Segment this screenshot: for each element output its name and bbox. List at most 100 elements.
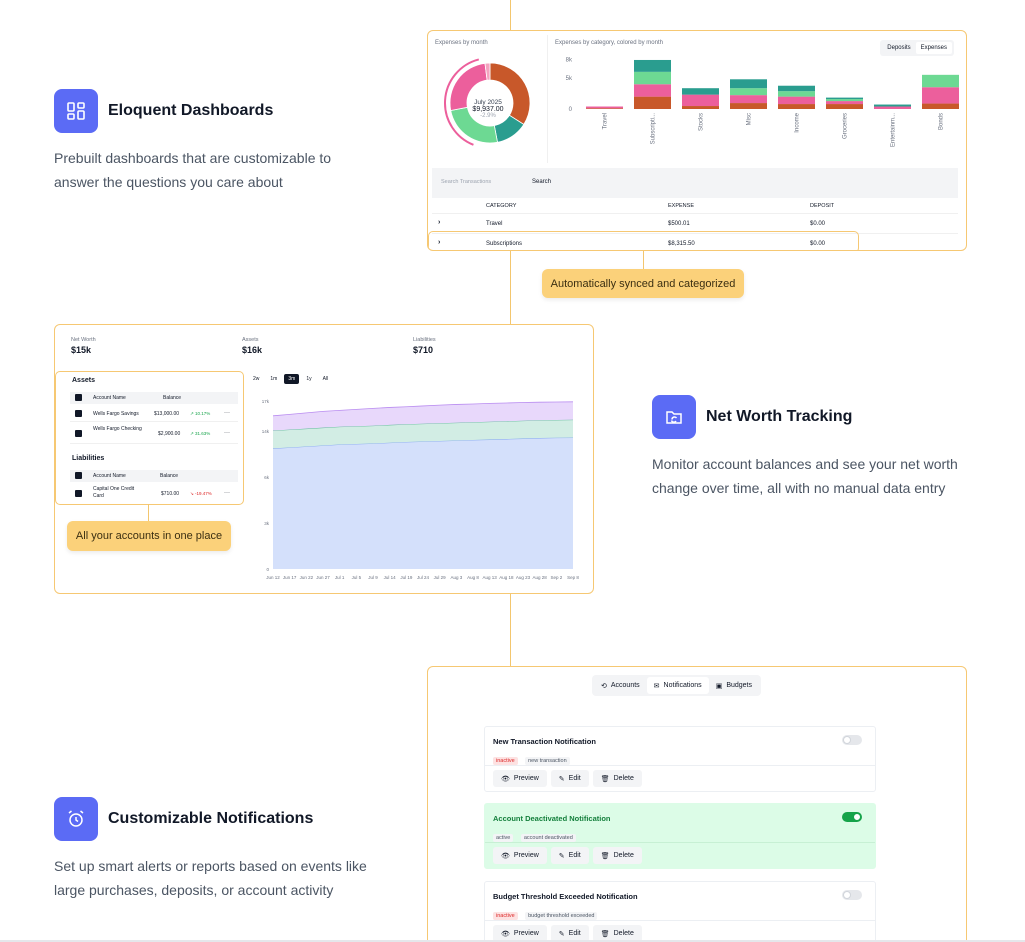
table-row[interactable]: › Travel $500.01 $0.00: [432, 214, 958, 234]
edit-button[interactable]: ✎ Edit: [550, 925, 589, 942]
bar-segment: [778, 85, 815, 92]
x-tick-label: Sep 8: [567, 575, 579, 580]
y-tick-label: 14k: [262, 429, 270, 434]
edit-button[interactable]: ✎ Edit: [550, 847, 589, 864]
preview-button[interactable]: 👁 Preview: [493, 770, 547, 787]
x-tick-label: Jun 17: [283, 575, 297, 580]
expand-chevron-icon[interactable]: ›: [438, 219, 441, 226]
more-options-icon[interactable]: ···: [224, 490, 230, 496]
range-2w[interactable]: 2w: [253, 376, 260, 382]
bar-segment: [874, 104, 911, 107]
feature-desc-notifications: Set up smart alerts or reports based on …: [54, 858, 367, 898]
notification-divider: [485, 765, 875, 766]
dashboard-icon: [54, 89, 98, 133]
account-name: Wells Fargo Savings: [93, 411, 139, 417]
trash-icon: 🗑: [600, 930, 610, 938]
notification-title: Budget Threshold Exceeded Notification: [493, 892, 638, 901]
trash-icon: 🗑: [600, 775, 610, 783]
account-name: Wells Fargo Checking: [93, 426, 142, 432]
toggle-knob: [843, 736, 851, 744]
bar-segment: [826, 99, 863, 102]
callout-pointer-synced: [643, 251, 644, 269]
donut-center: July 2025 $9,937.00 -2.9%: [446, 99, 530, 120]
feature-title-networth: Net Worth Tracking: [706, 408, 853, 425]
y-tick-label: 17k: [262, 399, 270, 404]
donut-highlight-arc: [444, 58, 480, 146]
bar-segment: [682, 94, 719, 107]
expand-chevron-icon[interactable]: ›: [438, 239, 441, 246]
bar-segment: [826, 97, 863, 100]
preview-button[interactable]: 👁 Preview: [493, 847, 547, 864]
status-badge: active: [493, 834, 514, 842]
bar-segment: [826, 101, 863, 105]
edit-button[interactable]: ✎ Edit: [550, 770, 589, 787]
more-options-icon[interactable]: ···: [224, 430, 230, 436]
liabilities-value: $710: [413, 345, 434, 355]
preview-button[interactable]: 👁 Preview: [493, 925, 547, 942]
select-all-checkbox[interactable]: [75, 472, 82, 479]
y-tick-label: 6k: [264, 475, 270, 480]
table-row[interactable]: › Subscriptions $8,315.50 $0.00: [432, 234, 958, 250]
account-change: ↗ 31.63%: [190, 431, 211, 436]
row-checkbox[interactable]: [75, 490, 82, 497]
tab-accounts[interactable]: ⟲ Accounts: [601, 682, 640, 690]
table-row[interactable]: Wells Fargo Checking $2,900.00 ↗ 31.63% …: [70, 424, 238, 444]
expenses-toggle[interactable]: Expenses: [915, 42, 952, 54]
range-1m[interactable]: 1m: [270, 376, 278, 382]
more-options-icon[interactable]: ···: [224, 410, 230, 416]
bar-segment: [922, 74, 959, 88]
transactions-table: CATEGORY EXPENSE DEPOSIT › Travel $500.0…: [432, 198, 958, 250]
assets-label: Assets: [242, 337, 259, 343]
enable-toggle[interactable]: [842, 812, 862, 822]
tab-notifications[interactable]: ✉ Notifications: [646, 677, 709, 694]
event-badge: new transaction: [525, 757, 570, 765]
bar-panel: Expenses by category, colored by month D…: [552, 35, 964, 163]
networth-area-chart: 0 3k 6k 14k 17k Jun 12 Jun 17 Jun 22 Jun 27 Jul 1…: [262, 399, 580, 580]
x-tick-label: Aug 28: [533, 575, 548, 580]
enable-toggle[interactable]: [842, 890, 862, 900]
callout-pointer-accounts: [148, 504, 149, 521]
table-row[interactable]: Wells Fargo Savings $13,000.00 ↗ 10.17% …: [70, 406, 238, 422]
callout-accounts: All your accounts in one place: [67, 521, 231, 551]
bar-segment: [874, 106, 911, 109]
account-balance: $710.00: [161, 491, 180, 497]
bar-segment: [922, 103, 959, 109]
bar-segment: [634, 59, 671, 72]
search-button[interactable]: Search: [532, 179, 552, 185]
eye-icon: 👁: [501, 852, 510, 860]
notification-title: Account Deactivated Notification: [493, 814, 611, 823]
delete-button[interactable]: 🗑 Delete: [592, 925, 642, 942]
x-tick-label: Jul 1: [335, 575, 345, 580]
enable-toggle[interactable]: [842, 735, 862, 745]
col-category: CATEGORY: [486, 203, 517, 209]
row-expense: $500.01: [668, 221, 690, 227]
notification-actions: 👁 Preview ✎ Edit 🗑 Delete: [493, 925, 646, 942]
row-highlight: [428, 231, 859, 250]
donut-slice: [484, 62, 491, 81]
table-row[interactable]: Capital One Credit Card $710.00 ↘ -19.47…: [70, 484, 238, 504]
bar-segment: [586, 106, 623, 109]
delete-button[interactable]: 🗑 Delete: [592, 847, 642, 864]
area-line: [272, 401, 574, 417]
row-checkbox[interactable]: [75, 430, 82, 437]
y-tick-label: 0: [569, 107, 573, 113]
delete-button[interactable]: 🗑 Delete: [592, 770, 642, 787]
bar-segment: [586, 108, 623, 109]
range-all[interactable]: All: [322, 376, 329, 382]
select-all-checkbox[interactable]: [75, 394, 82, 401]
notification-divider: [485, 920, 875, 921]
tab-budgets[interactable]: ▣ Budgets: [715, 682, 752, 690]
x-tick-label: Bonds: [939, 113, 945, 130]
range-3m[interactable]: 3m: [284, 374, 300, 384]
y-tick-label: 3k: [264, 521, 270, 526]
deposits-toggle[interactable]: Deposits: [887, 45, 911, 51]
toggle-knob: [843, 891, 851, 899]
bar-segment: [730, 103, 767, 109]
search-input[interactable]: Search Transactions: [441, 179, 492, 185]
range-1y[interactable]: 1y: [306, 376, 312, 382]
row-checkbox[interactable]: [75, 410, 82, 417]
x-tick-label: Jun 22: [300, 575, 314, 580]
folder-sync-icon: [652, 395, 696, 439]
assets-header-row: Account Name Balance: [70, 392, 238, 404]
assets-heading: Assets: [72, 377, 95, 384]
